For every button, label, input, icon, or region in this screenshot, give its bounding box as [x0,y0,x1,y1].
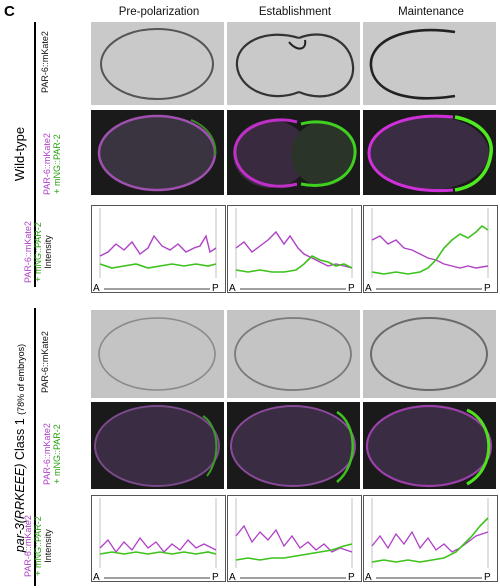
axis-p-wt-1: P [212,283,219,294]
axis-a-mut-1: A [93,572,100,583]
axis-p-wt-3: P [484,283,491,294]
merge-label-green: + mNG::PAR-2 [52,424,62,484]
plot-intensity-mut-main [363,495,498,582]
section-bracket-mutant [34,308,36,586]
axis-p-mut-1: P [212,572,219,583]
plot-label-magenta: PAR-6::mKate2 [23,221,33,283]
image-merge-wt-pre [91,110,224,195]
image-par6-mut-pre [91,310,224,398]
image-merge-mut-main [363,402,496,489]
plot-label-green: + mNG::PAR-2 [33,222,43,282]
image-merge-wt-est [227,110,360,195]
axis-p-mut-3: P [484,572,491,583]
plot-intensity-wt-pre [91,205,226,293]
axis-a-mut-2: A [229,572,236,583]
column-title-maintenance: Maintenance [398,6,464,18]
axis-a-wt-1: A [93,283,100,294]
merge-label-green: + mNG::PAR-2 [52,134,62,194]
merge-label-magenta: PAR-6::mKate2 [42,133,52,195]
row-label-par6-wt: PAR-6::mKate2 [40,31,50,93]
column-title-pre-polarization: Pre-polarization [118,6,200,18]
row-label-merge-mut: PAR-6::mKate2 + mNG::PAR-2 [42,404,64,504]
plot-label-green: + mNG::PAR-2 [33,516,43,576]
plot-label-intensity: Intensity [43,529,53,563]
axis-a-mut-3: A [365,572,372,583]
axis-p-mut-2: P [348,572,355,583]
plot-intensity-mut-pre [91,495,226,582]
plot-intensity-wt-main [363,205,498,293]
image-par6-wt-pre [91,22,224,105]
axis-a-wt-2: A [229,283,236,294]
row-label-merge-wt: PAR-6::mKate2 + mNG::PAR-2 [42,114,64,214]
plot-intensity-wt-est [227,205,362,293]
image-par6-wt-est [227,22,360,105]
image-merge-mut-pre [91,402,224,489]
plot-label-magenta: PAR-6::mKate2 [23,515,33,577]
plot-label-intensity: Intensity [43,235,53,269]
mutant-class-label: Class 1 [13,418,27,461]
merge-label-magenta: PAR-6::mKate2 [42,423,52,485]
image-par6-mut-main [363,310,496,398]
section-bracket-wildtype [34,22,36,287]
mutant-note-label: (78% of embryos) [16,343,26,415]
image-merge-mut-est [227,402,360,489]
axis-p-wt-2: P [348,283,355,294]
row-label-plot-mut: PAR-6::mKate2 + mNG::PAR-2 Intensity [23,496,55,588]
axis-arrows-mut [104,577,482,579]
row-label-par6-mut: PAR-6::mKate2 [40,331,50,393]
column-title-establishment: Establishment [258,6,332,18]
plot-intensity-mut-est [227,495,362,582]
row-label-plot-wt: PAR-6::mKate2 + mNG::PAR-2 Intensity [23,202,55,302]
image-par6-mut-est [227,310,360,398]
image-merge-wt-main [363,110,496,195]
section-label-wildtype: Wild-type [12,126,27,182]
axis-arrows-wt [104,288,482,290]
axis-a-wt-3: A [365,283,372,294]
image-par6-wt-main [363,22,496,105]
panel-letter: C [4,3,15,20]
